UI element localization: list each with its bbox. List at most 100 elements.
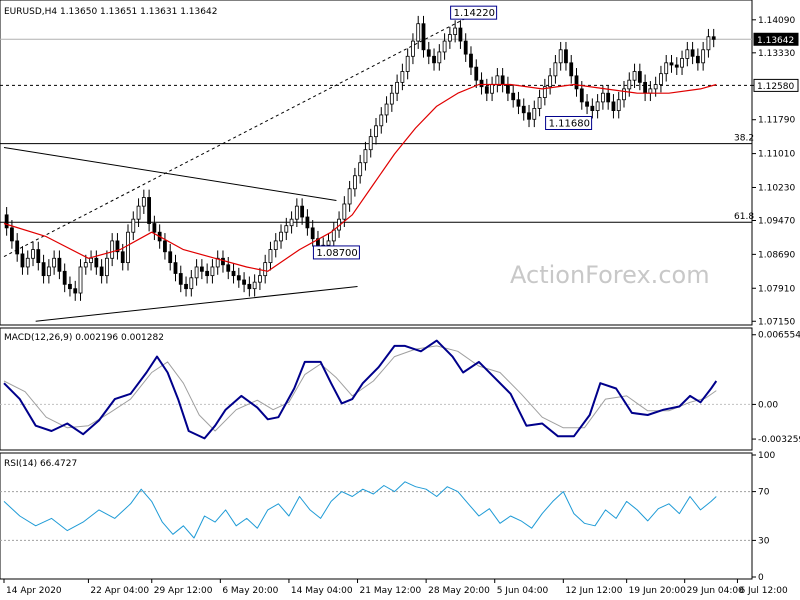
candle-body bbox=[585, 101, 589, 107]
candle-body bbox=[674, 64, 679, 68]
x-tick-label: 14 May 04:00 bbox=[291, 586, 353, 596]
trendline bbox=[35, 286, 358, 322]
candle-body bbox=[542, 86, 547, 98]
candle-body bbox=[590, 105, 595, 111]
trendline bbox=[3, 147, 337, 202]
candle-body bbox=[147, 197, 152, 224]
x-tick-label: 12 Jun 12:00 bbox=[565, 586, 622, 596]
candle-body bbox=[136, 205, 141, 220]
price-y-tick-label: 1.07910 bbox=[758, 284, 795, 294]
x-tick-label: 21 May 12:00 bbox=[360, 586, 422, 596]
candle-body bbox=[648, 88, 653, 94]
candle-body bbox=[411, 40, 415, 57]
price-y-tick-label: 1.08690 bbox=[758, 250, 795, 260]
candle-body bbox=[680, 58, 684, 68]
candle-body bbox=[52, 257, 57, 268]
candle-body bbox=[558, 49, 563, 64]
candle-body bbox=[659, 73, 663, 85]
price-label-text: 1.11680 bbox=[549, 118, 590, 129]
candle-body bbox=[215, 257, 220, 268]
candle-body bbox=[669, 62, 674, 66]
candle-body bbox=[574, 75, 579, 90]
price-y-tick-label: 1.09470 bbox=[758, 216, 795, 226]
candle-body bbox=[20, 253, 25, 268]
candle-body bbox=[252, 281, 257, 290]
candle-body bbox=[263, 262, 268, 277]
x-tick-label: 5 Jun 04:00 bbox=[497, 586, 549, 596]
marked-level-tag bbox=[753, 78, 799, 92]
candle-body bbox=[305, 216, 310, 229]
candle-body bbox=[606, 92, 611, 103]
candle-body bbox=[384, 103, 389, 116]
candle-body bbox=[57, 257, 62, 272]
candle-body bbox=[131, 218, 136, 233]
candle-body bbox=[616, 99, 621, 111]
candle-body bbox=[352, 175, 357, 190]
candle-body bbox=[484, 86, 489, 94]
candle-body bbox=[94, 257, 99, 268]
fib-label: 38.2 bbox=[734, 134, 754, 144]
price-y-tick-label: 1.11010 bbox=[758, 150, 795, 160]
candle-body bbox=[41, 262, 46, 277]
candle-body bbox=[279, 231, 283, 242]
candle-body bbox=[564, 49, 568, 64]
macd-y-tick-label: 0.00 bbox=[758, 400, 778, 410]
candle-body bbox=[553, 62, 558, 77]
price-y-tick-label: 1.10230 bbox=[758, 183, 795, 193]
candle-body bbox=[521, 105, 526, 114]
candle-body bbox=[706, 36, 711, 51]
candle-body bbox=[273, 240, 278, 250]
candle-body bbox=[110, 240, 115, 259]
candle-body bbox=[226, 264, 231, 272]
x-tick-label: 29 Apr 12:00 bbox=[154, 586, 213, 596]
candle-body bbox=[389, 92, 394, 105]
candle-body bbox=[126, 231, 130, 264]
candle-body bbox=[4, 214, 9, 229]
candle-body bbox=[527, 112, 531, 120]
price-label-text: 1.08700 bbox=[316, 248, 357, 259]
candle-body bbox=[711, 36, 716, 40]
price-y-tick-label: 1.13330 bbox=[758, 49, 795, 59]
candle-body bbox=[194, 266, 199, 279]
candle-body bbox=[511, 92, 516, 101]
candle-body bbox=[294, 205, 299, 220]
candle-body bbox=[168, 251, 173, 264]
candle-body bbox=[120, 251, 125, 264]
candle-body bbox=[374, 125, 378, 138]
macd-line bbox=[3, 339, 718, 440]
candle-body bbox=[379, 114, 384, 127]
candle-body bbox=[447, 34, 452, 42]
candle-body bbox=[442, 40, 447, 53]
candle-body bbox=[474, 66, 479, 81]
candle-body bbox=[490, 84, 494, 94]
candle-body bbox=[15, 240, 20, 255]
candle-body bbox=[358, 162, 363, 177]
x-tick-label: 28 May 20:00 bbox=[428, 586, 490, 596]
candle-body bbox=[10, 227, 14, 242]
candle-body bbox=[458, 27, 463, 42]
candle-body bbox=[432, 55, 436, 64]
x-tick-label: 29 Jun 04:00 bbox=[687, 586, 744, 596]
candle-body bbox=[653, 84, 658, 90]
candle-body bbox=[416, 23, 421, 42]
price-label-box bbox=[545, 115, 593, 130]
candle-body bbox=[25, 257, 30, 268]
candle-body bbox=[89, 257, 93, 264]
macd-panel-frame bbox=[0, 327, 753, 451]
candle-body bbox=[579, 88, 584, 103]
candle-body bbox=[104, 257, 109, 277]
rsi-y-tick-label: 100 bbox=[758, 451, 775, 461]
candle-body bbox=[152, 223, 157, 233]
current-price-tag bbox=[753, 32, 799, 46]
candle-body bbox=[363, 149, 368, 164]
candle-body bbox=[73, 288, 78, 294]
candle-body bbox=[163, 240, 167, 253]
candle-body bbox=[637, 71, 642, 83]
candle-body bbox=[506, 84, 510, 94]
candle-body bbox=[400, 71, 405, 83]
candle-body bbox=[31, 249, 35, 259]
candle-body bbox=[284, 225, 289, 233]
rsi-panel-frame bbox=[0, 452, 753, 580]
rsi-y-tick-label: 0 bbox=[758, 573, 764, 583]
